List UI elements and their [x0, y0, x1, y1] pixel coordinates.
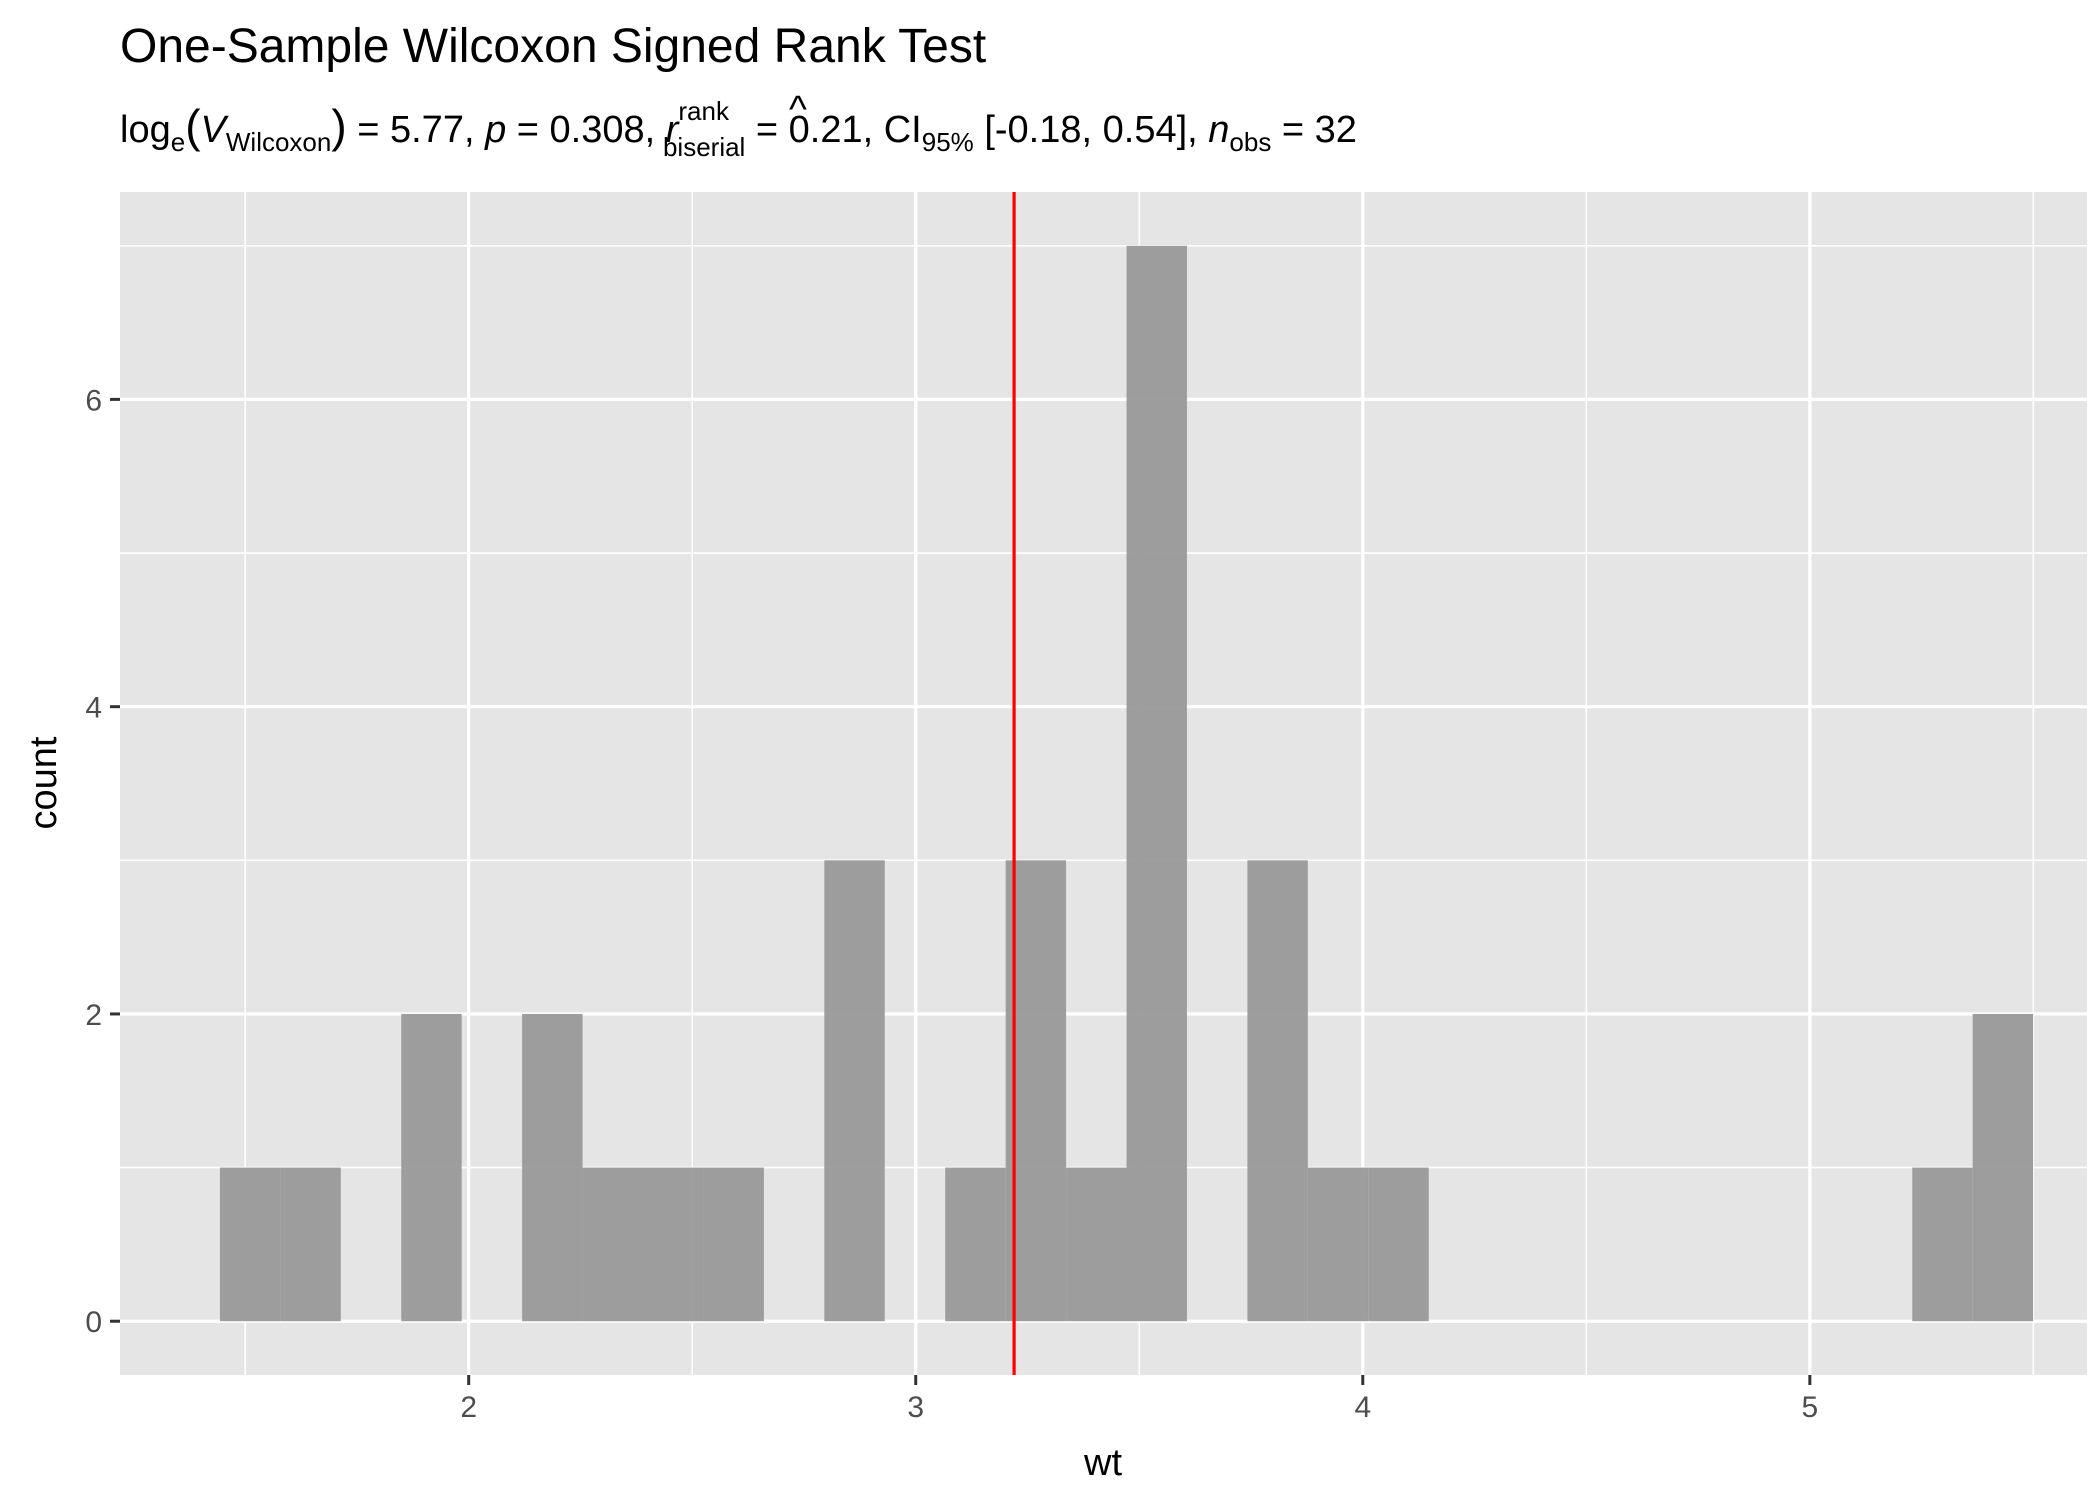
histogram-bar — [522, 1013, 583, 1322]
x-tick-label: 5 — [1801, 1391, 1818, 1424]
histogram-bar — [401, 1013, 462, 1322]
histogram-bar — [1307, 1167, 1369, 1322]
histogram-bar — [703, 1167, 764, 1322]
subtitle-n-value: = 32 — [1271, 109, 1357, 151]
histogram-bar — [824, 860, 885, 1322]
histogram-bar — [1912, 1167, 1973, 1322]
subtitle-p-value: = 0.308, — [506, 109, 666, 151]
subtitle-log: log — [120, 109, 171, 151]
subtitle-log-base: e — [171, 127, 185, 157]
subtitle-r: r — [666, 109, 680, 151]
subtitle-v: V — [201, 109, 230, 151]
subtitle-r-sup: rank — [678, 96, 730, 126]
histogram-bar — [945, 1167, 1006, 1322]
subtitle-p: p — [484, 109, 506, 151]
y-axis-tick-labels: 0 2 4 6 — [85, 384, 102, 1339]
x-tick-label: 3 — [907, 1391, 924, 1424]
subtitle-n-sub: obs — [1229, 127, 1271, 157]
axis-ticks — [110, 397, 1812, 1385]
rhat-hat: ^ — [789, 89, 807, 131]
subtitle-ci-sub: 95% — [922, 127, 974, 157]
histogram-bar — [642, 1167, 704, 1322]
y-tick-label: 0 — [85, 1306, 102, 1339]
subtitle-effect: = 0.21, CI — [745, 109, 921, 151]
subtitle-open-paren: ( — [185, 100, 201, 152]
x-tick-label: 2 — [460, 1391, 477, 1424]
y-tick-label: 2 — [85, 999, 102, 1032]
chart-title: One-Sample Wilcoxon Signed Rank Test — [120, 20, 986, 73]
histogram-bar — [1066, 1167, 1127, 1322]
y-axis-title: count — [23, 736, 65, 829]
histogram-bar — [1247, 860, 1308, 1322]
subtitle-ci: [-0.18, 0.54], — [974, 109, 1208, 151]
x-axis-tick-labels: 2 3 4 5 — [460, 1391, 1818, 1424]
histogram-bar — [1972, 1013, 2034, 1322]
histogram-bar — [280, 1167, 341, 1322]
subtitle-close-paren: ) — [331, 100, 346, 152]
subtitle-n: n — [1208, 109, 1229, 151]
y-tick-label: 6 — [85, 384, 102, 417]
subtitle-v-sub: Wilcoxon — [226, 127, 331, 157]
x-axis-title: wt — [1083, 1442, 1122, 1484]
histogram-bars — [219, 245, 2034, 1322]
x-tick-label: 4 — [1354, 1391, 1371, 1424]
subtitle-stat: = 5.77, — [347, 109, 485, 151]
histogram-bar — [1368, 1167, 1429, 1322]
histogram-bar — [219, 1167, 281, 1322]
subtitle-r-sub: biserial — [663, 132, 745, 162]
y-tick-label: 4 — [85, 692, 102, 725]
chart-subtitle: loge(VWilcoxon) = 5.77, p = 0.308, rrank… — [120, 96, 1357, 162]
histogram-bar — [1126, 245, 1187, 1322]
histogram-bar — [582, 1167, 643, 1322]
histogram-bar — [1005, 860, 1067, 1322]
